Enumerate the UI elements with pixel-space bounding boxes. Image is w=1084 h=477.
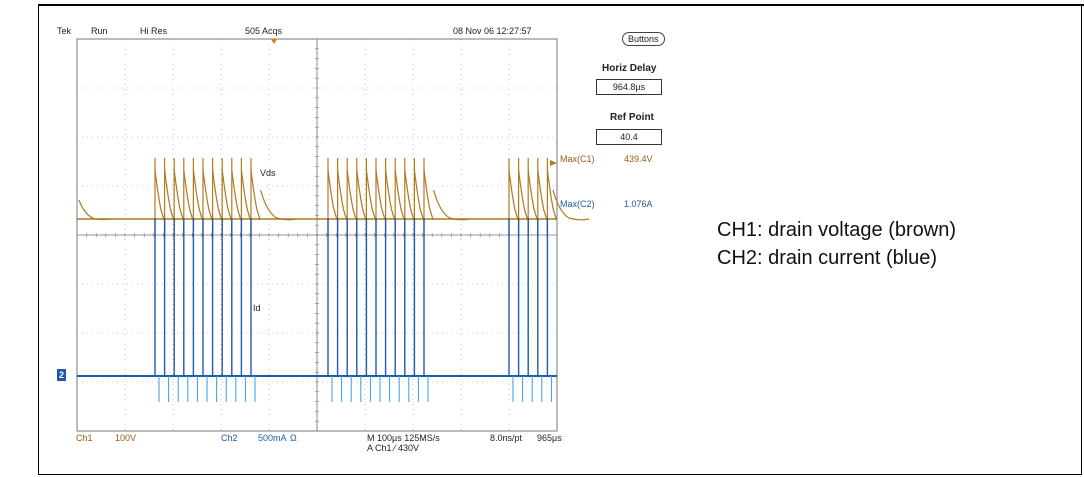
ch1-decay <box>552 189 590 221</box>
figure-frame <box>38 6 1082 475</box>
ch1-ring <box>337 169 348 221</box>
ch1-ring <box>508 169 519 221</box>
position-readout: 965µs <box>537 433 562 443</box>
ch1-ring <box>546 169 557 221</box>
ch1-ring <box>154 169 165 221</box>
ch2-scale: 500mA <box>258 433 287 443</box>
ch1-decay <box>433 189 470 221</box>
waveform-display <box>76 38 590 432</box>
ref-point-label: Ref Point <box>610 112 654 123</box>
horiz-delay-label: Horiz Delay <box>602 63 657 74</box>
ch1-ring <box>183 169 194 221</box>
ref-point-field[interactable]: 40.4 <box>596 129 662 145</box>
timebase-readout: M 100µs 125MS/s <box>367 433 440 443</box>
oscilloscope-screen: Tek Run Hi Res 505 Acqs 08 Nov 06 12:27:… <box>47 20 671 466</box>
ch1-ring <box>346 169 357 221</box>
date-time: 08 Nov 06 12:27:57 <box>453 26 532 36</box>
buttons-button[interactable]: Buttons <box>622 32 665 46</box>
ch1-scale: 100V <box>115 433 137 443</box>
ch1-ring <box>518 169 529 221</box>
ch1-ring <box>365 169 376 221</box>
ch1-ring <box>212 169 223 221</box>
side-panel: Buttons Horiz Delay 964.8µs Ref Point 40… <box>569 28 671 328</box>
ch2-coupling: Ω <box>290 433 297 443</box>
ch1-name: Ch1 <box>76 433 93 443</box>
ch1-ring <box>164 169 175 221</box>
acquisition-mode[interactable]: Hi Res <box>140 26 168 36</box>
header-rule <box>38 4 1084 6</box>
ch1-ring <box>173 169 184 221</box>
ch1-ring <box>404 169 415 221</box>
ch1-level-marker <box>550 160 557 166</box>
legend-ch2: CH2: drain current (blue) <box>717 247 938 269</box>
ch1-ring <box>327 169 338 221</box>
ch1-ring <box>394 169 405 221</box>
meas-2-value: 1.076A <box>624 199 653 209</box>
ch1-ring <box>423 169 434 221</box>
ch2-name: Ch2 <box>221 433 238 443</box>
ch1-ring <box>231 169 242 221</box>
brand-label: Tek <box>57 26 72 36</box>
meas-1-name: Max(C1) <box>560 154 595 164</box>
ch1-ring <box>413 169 424 221</box>
ch1-ring <box>356 169 367 221</box>
ch1-decay <box>260 189 297 221</box>
ch1-ring <box>527 169 538 221</box>
id-trace-label: Id <box>253 303 261 313</box>
ch1-ring <box>385 169 396 221</box>
meas-1-value: 439.4V <box>624 154 653 164</box>
run-state[interactable]: Run <box>91 26 108 36</box>
vds-trace-label: Vds <box>260 168 276 178</box>
ch1-ring <box>537 169 548 221</box>
trigger-readout: A Ch1 ⁄ 430V <box>367 443 420 453</box>
legend-ch1: CH1: drain voltage (brown) <box>717 219 956 241</box>
ch1-ring <box>192 169 203 221</box>
ch1-ring <box>375 169 386 221</box>
ch1-ring <box>221 169 232 221</box>
ch2-ground-marker[interactable]: 2 <box>57 369 67 381</box>
ch1-ring <box>250 169 261 221</box>
ch1-decay <box>78 199 112 221</box>
ch1-ring <box>202 169 213 221</box>
acquisition-count: 505 Acqs <box>245 26 283 36</box>
meas-2-name: Max(C2) <box>560 199 595 209</box>
ch1-ring <box>240 169 251 221</box>
resolution-readout: 8.0ns/pt <box>490 433 523 443</box>
trigger-position-marker <box>271 39 277 44</box>
horiz-delay-field[interactable]: 964.8µs <box>596 79 662 95</box>
